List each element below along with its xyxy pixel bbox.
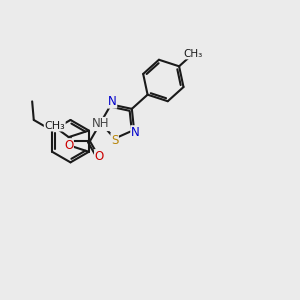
Text: N: N <box>131 126 140 139</box>
Text: N: N <box>108 95 117 108</box>
Text: CH₃: CH₃ <box>44 121 65 131</box>
Text: S: S <box>111 134 118 146</box>
Text: NH: NH <box>92 118 109 130</box>
Text: CH₃: CH₃ <box>183 49 202 59</box>
Text: O: O <box>94 150 104 163</box>
Text: O: O <box>64 139 73 152</box>
